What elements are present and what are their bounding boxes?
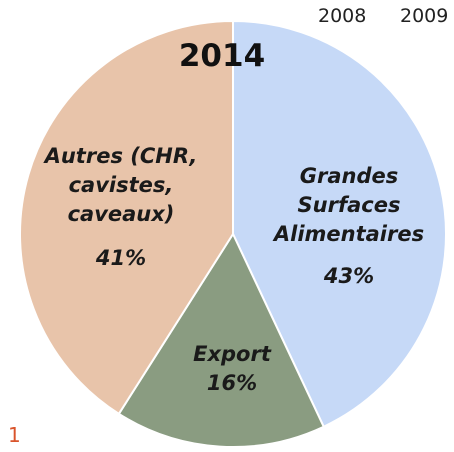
slice-value: 41% — [95, 246, 147, 270]
pie-slice — [19, 19, 234, 416]
slice-label: Export — [193, 342, 271, 366]
slice-value: 43% — [323, 264, 375, 288]
slice-value: 16% — [206, 371, 258, 395]
slice-label: Grandes Surfaces Alimentaires — [273, 164, 425, 246]
pie-slice — [232, 19, 447, 429]
chart-title: 2014 — [179, 38, 265, 74]
header-label: 2009 — [400, 5, 448, 27]
header-label: 2008 — [318, 5, 366, 27]
slice-label: Autres (CHR, cavistes, caveaux) — [44, 144, 198, 226]
pie-slice — [117, 231, 326, 448]
footer-label: 1 — [8, 423, 21, 447]
